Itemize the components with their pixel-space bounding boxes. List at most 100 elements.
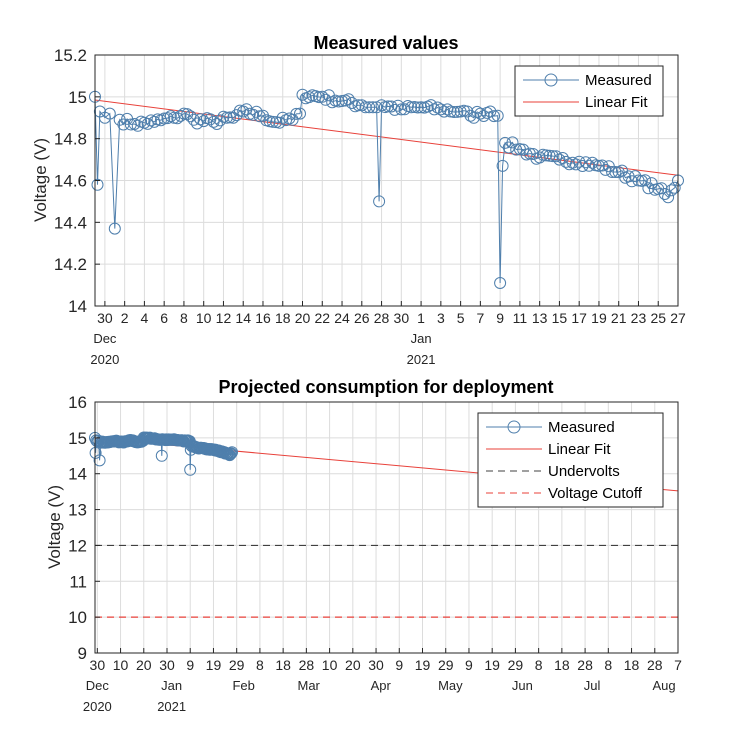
y-tick-label: 15 — [68, 88, 87, 107]
measured-point — [491, 109, 504, 122]
x-tick-label: 30 — [368, 657, 384, 673]
x-tick-label: 18 — [624, 657, 640, 673]
measured-point — [158, 112, 171, 125]
measured-point — [370, 101, 383, 114]
measured-point — [91, 178, 104, 191]
measured-point — [506, 136, 519, 149]
measured-point — [477, 110, 490, 122]
measured-point — [227, 111, 240, 124]
measured-point — [488, 110, 500, 123]
measured-point — [210, 118, 223, 130]
x-tick-label: 19 — [591, 310, 607, 326]
x-tick-label: 18 — [275, 310, 291, 326]
x-tick-label: 2 — [121, 310, 129, 326]
measured-point — [665, 184, 678, 197]
chart2-axes-box — [94, 401, 679, 654]
measured-point — [250, 105, 263, 118]
legend-label: Linear Fit — [585, 94, 648, 111]
measured-point — [474, 107, 487, 120]
measured-point — [428, 103, 441, 116]
measured-point — [197, 115, 210, 128]
x-tick-label: 23 — [631, 310, 647, 326]
measured-point — [596, 159, 609, 172]
y-tick-label: 15 — [68, 429, 87, 448]
y-tick-label: 11 — [69, 572, 87, 591]
chart2-legend: Measured Linear Fit Undervolts Voltage Cuto… — [477, 412, 664, 508]
measured-point — [395, 103, 408, 116]
x-month-label: Feb — [232, 678, 254, 693]
measured-series-line — [94, 93, 679, 284]
legend-label: Measured — [548, 419, 615, 436]
x-tick-label: 9 — [496, 310, 504, 326]
chart2-y-ticks: 9 10 11 12 13 14 15 16 — [68, 393, 100, 663]
measured-point — [467, 111, 480, 124]
measured-point — [230, 109, 243, 122]
x-tick-label: 18 — [275, 657, 291, 673]
y-tick-label: 14 — [68, 465, 87, 484]
x-tick-label: 15 — [552, 310, 568, 326]
measured-point — [405, 101, 418, 114]
x-tick-label: 4 — [141, 310, 149, 326]
legend-box — [514, 65, 664, 117]
x-tick-label: 20 — [136, 657, 152, 673]
measured-point — [174, 109, 187, 122]
measured-point — [247, 108, 260, 121]
measured-point — [662, 191, 675, 204]
measured-point — [187, 113, 200, 126]
measured-point — [303, 91, 316, 104]
x-tick-label: 17 — [571, 310, 587, 326]
y-tick-label: 9 — [78, 644, 87, 663]
x-tick-label: 8 — [604, 657, 612, 673]
measured-point — [592, 159, 605, 172]
x-tick-label: 19 — [206, 657, 222, 673]
measured-point — [131, 119, 144, 132]
x-year-label: 2020 — [90, 352, 119, 367]
x-tick-label: 10 — [113, 657, 129, 673]
x-tick-label: 1 — [417, 310, 425, 326]
y-tick-label: 14.6 — [54, 172, 87, 191]
x-tick-label: 7 — [674, 657, 682, 673]
chart-measured-values: Measured values 1414.214.414.614.81515.2… — [31, 33, 686, 367]
x-tick-label: 8 — [256, 657, 264, 673]
measured-point — [223, 449, 236, 462]
chart1-title: Measured values — [313, 33, 458, 53]
x-tick-label: 9 — [395, 657, 403, 673]
legend-label: Undervolts — [548, 463, 620, 480]
x-tick-label: 19 — [415, 657, 431, 673]
measured-point — [204, 113, 217, 126]
x-tick-label: 8 — [535, 657, 543, 673]
measured-point — [225, 447, 238, 460]
measured-point — [290, 107, 303, 120]
x-tick-label: 30 — [90, 657, 106, 673]
x-tick-label: 19 — [484, 657, 500, 673]
x-tick-label: 27 — [670, 310, 686, 326]
measured-point — [184, 463, 197, 476]
x-tick-label: 14 — [235, 310, 251, 326]
measured-point — [103, 107, 116, 120]
measured-point — [550, 150, 563, 163]
x-tick-label: 30 — [394, 310, 410, 326]
measured-point — [451, 105, 464, 118]
x-tick-label: 18 — [554, 657, 570, 673]
measured-point — [609, 166, 622, 178]
y-tick-label: 14.8 — [54, 130, 87, 149]
measured-point — [438, 105, 451, 118]
y-tick-label: 14.2 — [54, 255, 87, 274]
legend-label: Linear Fit — [548, 441, 611, 458]
x-tick-label: 8 — [180, 310, 188, 326]
measured-point — [668, 181, 681, 194]
x-tick-label: 16 — [255, 310, 271, 326]
measured-point — [313, 91, 325, 104]
legend-label: Measured — [585, 72, 652, 89]
measured-point — [294, 107, 306, 120]
legend-swatch-marker — [507, 420, 521, 434]
x-year-label: 2020 — [83, 699, 112, 714]
x-month-label: Apr — [371, 678, 392, 693]
x-tick-label: 28 — [577, 657, 593, 673]
x-tick-label: 29 — [438, 657, 454, 673]
x-month-label: May — [438, 678, 463, 693]
measured-point — [266, 115, 279, 128]
x-tick-label: 30 — [97, 310, 113, 326]
measured-point — [108, 222, 121, 235]
measured-point — [161, 112, 174, 125]
